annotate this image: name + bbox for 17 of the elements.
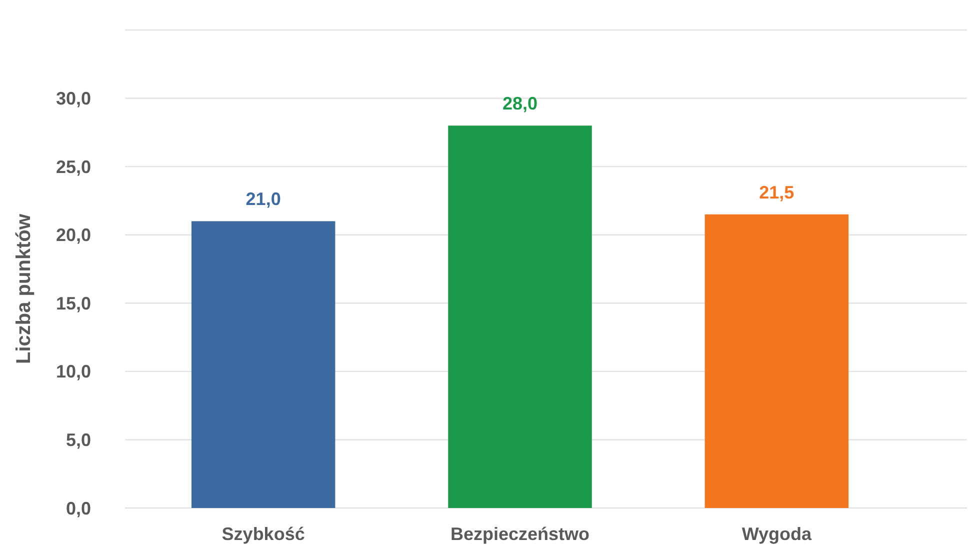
bar <box>191 221 336 508</box>
y-tick-label: 30,0 <box>56 88 91 109</box>
y-tick-label: 15,0 <box>56 293 91 314</box>
y-tick-label: 20,0 <box>56 225 91 246</box>
x-tick-label: Wygoda <box>742 524 812 544</box>
x-tick-label: Bezpieczeństwo <box>450 524 590 544</box>
y-axis-title: Liczba punktów <box>13 214 35 364</box>
y-tick-label: 25,0 <box>56 156 91 177</box>
y-tick-label: 0,0 <box>66 498 91 518</box>
data-label: 21,5 <box>759 182 794 202</box>
y-tick-label: 5,0 <box>66 430 91 450</box>
data-label: 21,0 <box>246 189 281 210</box>
bar <box>704 214 849 508</box>
bar <box>448 126 592 508</box>
y-tick-label: 10,0 <box>56 362 91 382</box>
data-label: 28,0 <box>502 94 538 114</box>
x-tick-label: Szybkość <box>222 524 305 544</box>
